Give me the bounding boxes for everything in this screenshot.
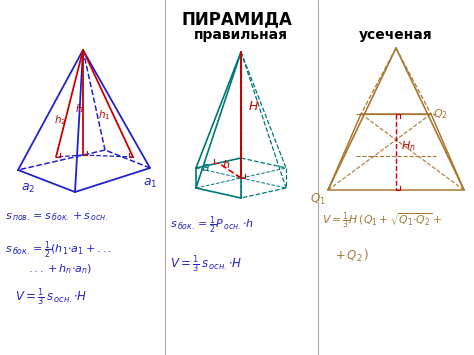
Text: $a_2$: $a_2$ [21, 182, 35, 195]
Text: $h_1$: $h_1$ [98, 108, 110, 122]
Text: $H_n$: $H_n$ [401, 139, 416, 153]
Text: $h_2$: $h_2$ [54, 113, 66, 127]
Text: $s_{\,пов.}= s_{\,бок.}+s_{\,осн.}$: $s_{\,пов.}= s_{\,бок.}+s_{\,осн.}$ [5, 210, 109, 223]
Text: $H$: $H$ [75, 102, 85, 114]
Text: правильная: правильная [194, 28, 288, 42]
Text: $V = \frac{1}{3}\,s_{\,осн.}{\cdot}H$: $V = \frac{1}{3}\,s_{\,осн.}{\cdot}H$ [15, 286, 87, 308]
Text: ПИРАМИДА: ПИРАМИДА [182, 10, 292, 28]
Text: $s_{\,бок.}=\frac{1}{2}(h_1{\cdot}a_1+...$: $s_{\,бок.}=\frac{1}{2}(h_1{\cdot}a_1+..… [5, 240, 112, 262]
Text: $Q_1$: $Q_1$ [310, 192, 326, 207]
Text: $s_{\,бок.}=\frac{1}{2}P_{\,осн.}{\cdot}h$: $s_{\,бок.}=\frac{1}{2}P_{\,осн.}{\cdot}… [170, 215, 254, 236]
Text: $a$: $a$ [201, 161, 210, 174]
Text: $Q_2$: $Q_2$ [433, 107, 448, 121]
Text: усеченая: усеченая [359, 28, 433, 42]
Text: $V=\frac{1}{3}H\,(Q_1+\sqrt{Q_1{\cdot}Q_2}+$: $V=\frac{1}{3}H\,(Q_1+\sqrt{Q_1{\cdot}Q_… [322, 210, 443, 231]
Text: $h$: $h$ [222, 158, 231, 170]
Text: $a_1$: $a_1$ [143, 177, 157, 190]
Text: $...+h_n{\cdot}a_n)$: $...+h_n{\cdot}a_n)$ [28, 262, 92, 275]
Text: $H$: $H$ [248, 100, 259, 113]
Text: $+\,Q_2\,)$: $+\,Q_2\,)$ [335, 248, 369, 264]
Text: $V = \frac{1}{3}\,s_{\,осн.}{\cdot}H$: $V = \frac{1}{3}\,s_{\,осн.}{\cdot}H$ [170, 253, 242, 275]
